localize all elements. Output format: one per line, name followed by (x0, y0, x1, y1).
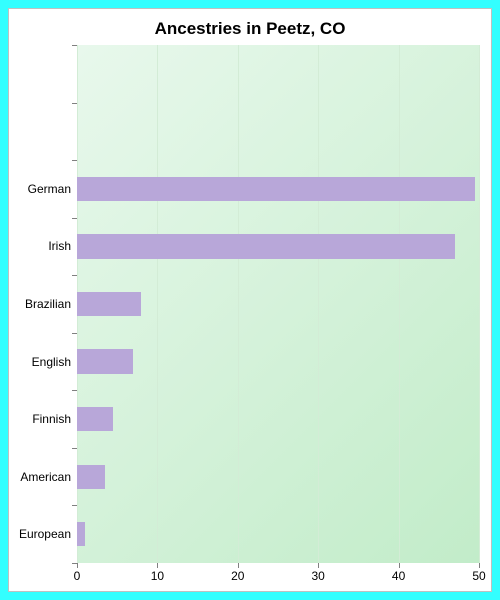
x-axis-label: 0 (74, 563, 81, 583)
y-axis-label: European (19, 527, 77, 541)
y-tick (72, 505, 77, 506)
bar (77, 349, 133, 373)
y-axis-label: American (20, 470, 77, 484)
y-tick (72, 160, 77, 161)
y-axis-label: German (28, 182, 77, 196)
gridline (157, 45, 158, 563)
bar (77, 234, 455, 258)
gridline (399, 45, 400, 563)
y-axis-label: Irish (48, 239, 77, 253)
gridline (479, 45, 480, 563)
y-tick (72, 103, 77, 104)
x-axis-label: 30 (312, 563, 325, 583)
bar (77, 522, 85, 546)
y-tick (72, 390, 77, 391)
plot-area: 01020304050GermanIrishBrazilianEnglishFi… (77, 45, 479, 563)
y-axis-label: English (32, 355, 77, 369)
outer-frame: Ancestries in Peetz, CO City-Data.com 01… (0, 0, 500, 600)
y-tick (72, 45, 77, 46)
gridline (318, 45, 319, 563)
chart-box: Ancestries in Peetz, CO City-Data.com 01… (8, 8, 492, 592)
bar (77, 177, 475, 201)
bar (77, 292, 141, 316)
y-tick (72, 448, 77, 449)
y-axis-label: Finnish (32, 412, 77, 426)
x-axis-label: 20 (231, 563, 244, 583)
bar (77, 465, 105, 489)
bar (77, 407, 113, 431)
x-axis-label: 50 (472, 563, 485, 583)
y-tick (72, 275, 77, 276)
y-tick (72, 218, 77, 219)
y-tick (72, 333, 77, 334)
gridline (238, 45, 239, 563)
chart-title: Ancestries in Peetz, CO (9, 19, 491, 39)
y-axis-label: Brazilian (25, 297, 77, 311)
y-tick (72, 563, 77, 564)
x-axis-label: 40 (392, 563, 405, 583)
x-axis-label: 10 (151, 563, 164, 583)
